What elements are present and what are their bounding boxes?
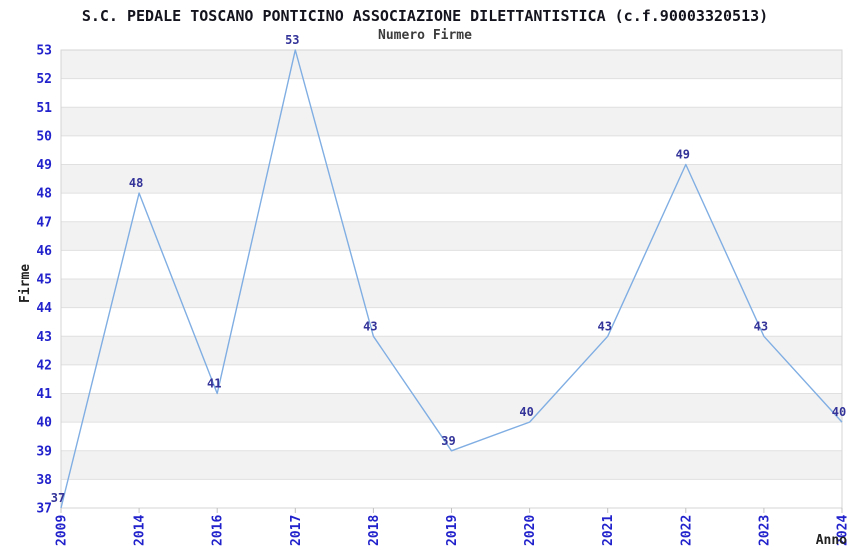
band-row (61, 50, 842, 79)
data-point-label: 53 (285, 33, 299, 47)
y-tick-label: 53 (36, 44, 52, 59)
y-tick-label: 42 (36, 358, 52, 373)
data-point-label: 40 (832, 405, 846, 419)
x-tick-label: 2016 (211, 515, 226, 546)
x-tick-label: 2018 (367, 515, 382, 546)
x-tick-label: 2017 (289, 515, 304, 546)
data-point-label: 39 (441, 434, 455, 448)
x-tick-label: 2020 (523, 515, 538, 546)
data-point-label: 41 (207, 377, 221, 391)
band-row (61, 393, 842, 423)
x-axis-tick-labels: 2009 2014 2016 2017 2018 2019 2020 2021 2022 2023… (55, 508, 850, 546)
plot-background-bands (61, 50, 842, 480)
data-point-label: 43 (363, 319, 377, 333)
y-tick-label: 41 (36, 387, 52, 402)
y-tick-label: 45 (36, 273, 52, 288)
data-point-label: 48 (129, 176, 143, 190)
x-tick-label: 2022 (679, 515, 694, 546)
y-tick-label: 48 (36, 187, 52, 202)
y-tick-label: 52 (36, 72, 52, 87)
band-row (61, 164, 842, 194)
band-row (61, 221, 842, 251)
y-tick-label: 39 (36, 444, 52, 459)
y-tick-label: 50 (36, 129, 52, 144)
y-tick-label: 44 (36, 301, 52, 316)
data-point-label: 49 (676, 148, 690, 162)
data-point-labels: 37 48 41 53 43 39 40 43 49 43 40 (51, 33, 846, 505)
data-series (60, 49, 843, 509)
band-row (61, 336, 842, 365)
y-tick-label: 46 (36, 244, 52, 259)
data-point-label: 37 (51, 491, 65, 505)
y-tick-label: 43 (36, 330, 52, 345)
x-tick-label: 2023 (757, 515, 772, 546)
x-tick-label: 2024 (836, 515, 850, 546)
chart-title: S.C. PEDALE TOSCANO PONTICINO ASSOCIAZIO… (81, 7, 769, 25)
firme-line (60, 49, 843, 509)
x-tick-label: 2009 (55, 515, 70, 546)
x-tick-label: 2021 (601, 515, 616, 546)
x-tick-label: 2014 (133, 515, 148, 546)
x-tick-label: 2019 (445, 515, 460, 546)
y-tick-label: 40 (36, 416, 52, 431)
band-row (61, 279, 842, 308)
y-tick-label: 51 (36, 101, 52, 116)
data-point-label: 43 (597, 319, 611, 333)
band-row (61, 450, 842, 480)
y-tick-label: 38 (36, 473, 52, 488)
data-point-label: 43 (754, 319, 768, 333)
band-row (61, 107, 842, 136)
data-point-label: 40 (519, 405, 533, 419)
y-axis-tick-labels: 37 38 39 40 41 42 43 44 45 46 47 48 49 50 51 52 53 (36, 44, 52, 517)
y-axis-title: Firme (18, 264, 33, 303)
chart-subtitle: Numero Firme (378, 28, 472, 43)
y-tick-label: 37 (36, 502, 52, 517)
y-tick-label: 47 (36, 215, 52, 230)
y-tick-label: 49 (36, 158, 52, 173)
x-axis-title: Anno (816, 533, 847, 548)
